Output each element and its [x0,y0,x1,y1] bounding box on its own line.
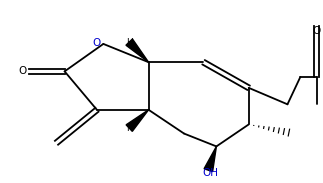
Text: O: O [312,26,321,36]
Text: H: H [126,38,132,47]
Text: O: O [93,38,101,48]
Text: OH: OH [202,167,218,178]
Polygon shape [126,110,149,131]
Polygon shape [204,146,216,172]
Text: O: O [18,66,27,76]
Text: H: H [126,124,132,133]
Polygon shape [126,39,149,62]
